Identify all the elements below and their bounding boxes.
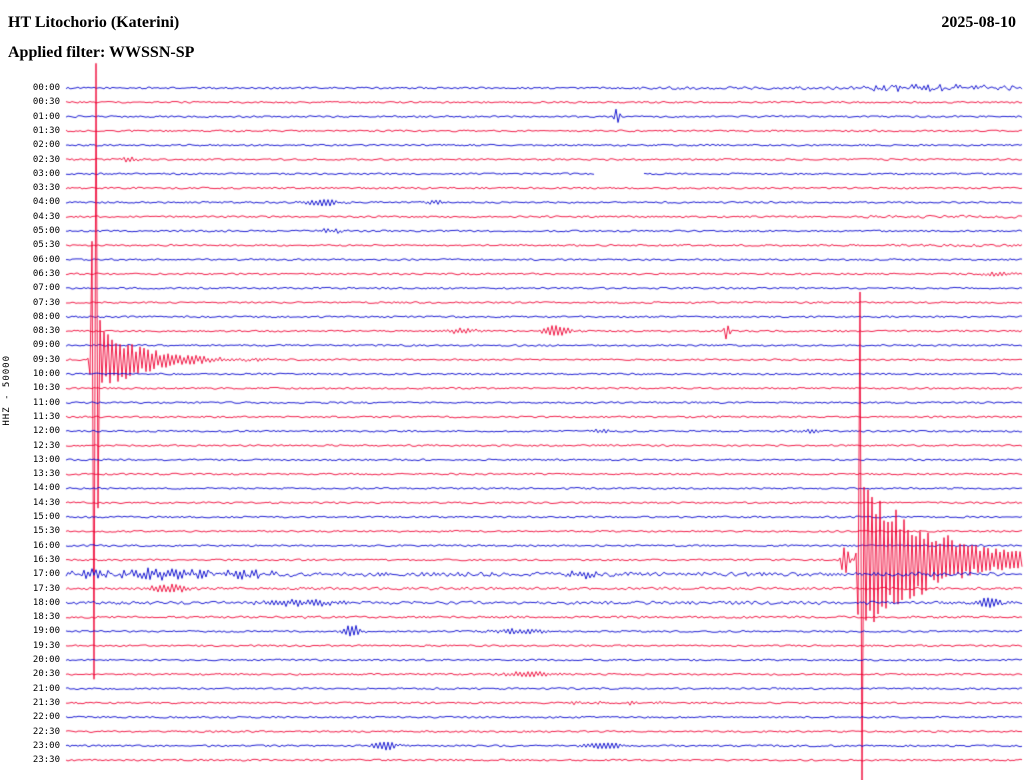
- time-label: 22:00: [32, 712, 60, 723]
- time-label: 23:30: [32, 755, 60, 766]
- time-label: 07:30: [32, 297, 60, 308]
- time-label: 16:30: [32, 554, 60, 565]
- time-label: 19:00: [32, 626, 60, 637]
- time-label: 20:30: [32, 669, 60, 680]
- time-label: 21:00: [32, 683, 60, 694]
- time-label: 00:30: [32, 97, 60, 108]
- time-label: 23:00: [32, 740, 60, 751]
- time-label: 14:30: [32, 497, 60, 508]
- time-label: 02:30: [32, 154, 60, 165]
- time-label: 03:00: [32, 168, 60, 179]
- time-label: 10:30: [32, 383, 60, 394]
- time-label: 05:30: [32, 240, 60, 251]
- time-label: 01:30: [32, 125, 60, 136]
- time-label: 13:30: [32, 469, 60, 480]
- time-label: 10:00: [32, 369, 60, 379]
- time-label: 17:30: [32, 583, 60, 594]
- time-label: 08:30: [32, 326, 60, 337]
- time-label: 08:00: [32, 311, 60, 322]
- time-label: 22:30: [32, 726, 60, 737]
- time-label: 17:00: [32, 569, 60, 580]
- time-label: 09:30: [32, 354, 60, 365]
- time-label: 07:00: [32, 283, 60, 294]
- time-label: 16:00: [32, 540, 60, 551]
- filter-line: Applied filter: WWSSN-SP: [8, 44, 195, 61]
- record-date: 2025-08-10: [941, 14, 1016, 31]
- time-label: 15:00: [32, 512, 60, 522]
- time-label: 09:00: [32, 340, 60, 351]
- time-label: 20:00: [32, 655, 60, 665]
- time-label: 13:00: [32, 454, 60, 465]
- time-label: 06:30: [32, 268, 60, 279]
- time-label: 14:00: [32, 483, 60, 494]
- time-label: 02:00: [32, 140, 60, 151]
- time-label: 18:30: [32, 612, 60, 623]
- time-label: 15:30: [32, 526, 60, 537]
- time-label: 18:00: [32, 597, 60, 608]
- station-title: HT Litochorio (Katerini): [8, 14, 180, 31]
- time-label: 03:30: [32, 183, 60, 194]
- time-label: 11:30: [32, 411, 60, 422]
- time-label: 19:30: [32, 640, 60, 651]
- header: HT Litochorio (Katerini) 2025-08-10: [8, 14, 1016, 32]
- time-label: 12:00: [32, 426, 60, 437]
- time-label: 01:00: [32, 111, 60, 122]
- time-label: 11:00: [32, 397, 60, 408]
- time-label: 04:00: [32, 197, 60, 208]
- time-label: 12:30: [32, 440, 60, 451]
- time-label: 21:30: [32, 697, 60, 708]
- time-label: 06:00: [32, 254, 60, 265]
- time-label: 00:00: [32, 83, 60, 93]
- time-label: 04:30: [32, 211, 60, 222]
- time-label: 05:00: [32, 226, 60, 236]
